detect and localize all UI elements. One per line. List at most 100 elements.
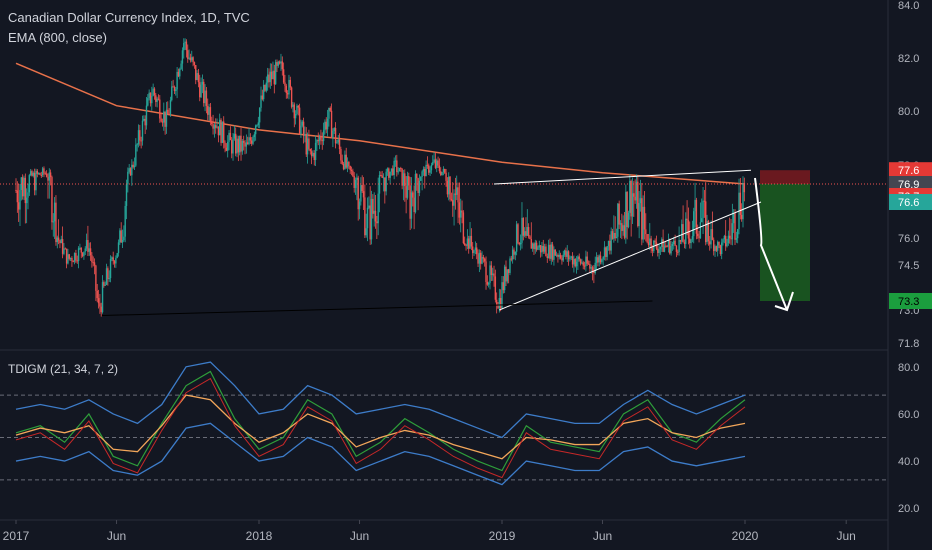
candle-body xyxy=(392,168,394,175)
ema-line xyxy=(15,62,746,185)
candle-body xyxy=(87,240,89,252)
candle-body xyxy=(208,107,210,115)
candle-body xyxy=(554,249,556,256)
candle-body xyxy=(147,98,149,106)
candle-body xyxy=(466,238,469,246)
candle-body xyxy=(517,224,519,244)
candle-body xyxy=(621,223,623,231)
candle-body xyxy=(286,93,289,95)
candle-body xyxy=(448,176,450,195)
candle-body xyxy=(394,160,397,162)
candle-body xyxy=(727,235,730,244)
candle-body xyxy=(666,246,668,248)
candle-body xyxy=(523,231,526,236)
candle-body xyxy=(209,107,212,122)
candle-body xyxy=(360,185,362,202)
candle-body xyxy=(563,250,566,255)
candle-body xyxy=(389,171,391,178)
candle-body xyxy=(276,62,278,66)
candle-body xyxy=(722,239,724,243)
candle-body xyxy=(115,257,117,264)
candle-body xyxy=(450,199,453,201)
candle-body xyxy=(250,140,253,144)
candle-body xyxy=(188,57,190,59)
candle-body xyxy=(627,212,630,228)
candle-body xyxy=(521,217,523,243)
candle-body xyxy=(352,171,354,177)
candle-body xyxy=(135,144,137,166)
candle-body xyxy=(634,196,636,201)
candle-body xyxy=(33,172,36,191)
candle-body xyxy=(697,233,699,237)
candle-body xyxy=(409,185,411,219)
price-tick-label: 84.0 xyxy=(898,0,919,12)
candle-body xyxy=(735,238,738,240)
candle-body xyxy=(120,230,122,243)
candle-body xyxy=(433,159,435,163)
candle-body xyxy=(89,248,92,256)
candle-body xyxy=(192,57,194,63)
candle-body xyxy=(539,245,542,253)
candle-body xyxy=(527,227,530,237)
candle-body xyxy=(550,244,552,259)
candle-body xyxy=(333,127,335,131)
forecast-arrow xyxy=(754,177,788,311)
candle-body xyxy=(659,246,662,250)
candle-body xyxy=(79,247,81,249)
candle-body xyxy=(458,202,461,218)
candle-body xyxy=(724,235,727,247)
candle-body xyxy=(534,242,536,250)
candle-body xyxy=(191,57,193,61)
candle-body xyxy=(515,224,518,252)
candle-body xyxy=(24,177,27,204)
candle-body xyxy=(68,254,70,259)
candle-body xyxy=(633,193,635,197)
candle-body xyxy=(167,109,169,114)
candle-body xyxy=(610,231,612,251)
candle-body xyxy=(473,250,475,254)
candle-body xyxy=(282,69,285,83)
candle-body xyxy=(197,73,200,83)
price-tick-label: 76.0 xyxy=(898,233,919,245)
candle-body xyxy=(682,224,684,243)
target-zone xyxy=(760,184,810,301)
candle-body xyxy=(567,251,570,260)
candle-body xyxy=(478,252,481,264)
candle-body xyxy=(69,257,72,259)
candle-body xyxy=(305,133,307,155)
candle-body xyxy=(285,85,287,94)
candle-body xyxy=(694,199,696,212)
candle-body xyxy=(344,154,346,170)
candle-body xyxy=(386,168,389,172)
candle-body xyxy=(462,212,465,244)
candle-body xyxy=(570,256,572,258)
candle-body xyxy=(356,177,358,180)
candle-body xyxy=(179,68,181,77)
oscillator-tick-label: 40.0 xyxy=(898,456,919,468)
candle-body xyxy=(342,163,345,170)
candle-body xyxy=(246,142,249,145)
candle-body xyxy=(390,168,393,172)
candle-body xyxy=(229,132,232,141)
candle-body xyxy=(25,197,28,204)
candle-body xyxy=(681,224,683,242)
candle-body xyxy=(416,173,418,179)
candle-body xyxy=(569,257,571,260)
wedge-upper-line xyxy=(493,169,752,185)
candle-body xyxy=(223,121,225,143)
candle-body xyxy=(728,235,731,239)
candle-body xyxy=(260,95,262,108)
candle-body xyxy=(637,181,639,227)
candle-body xyxy=(378,174,381,194)
candle-body xyxy=(487,282,490,285)
candle-body xyxy=(17,202,20,210)
candle-body xyxy=(422,168,425,172)
candle-body xyxy=(61,238,64,254)
candle-body xyxy=(643,206,646,230)
oscillator-series-line xyxy=(15,394,746,460)
price-label-text: 76.6 xyxy=(898,197,919,209)
candle-body xyxy=(316,139,318,143)
candle-body xyxy=(555,254,558,256)
candle-body xyxy=(714,246,716,252)
